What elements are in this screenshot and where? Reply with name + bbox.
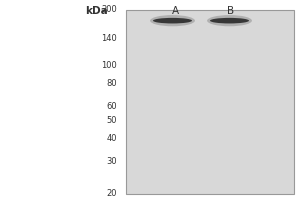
Ellipse shape xyxy=(207,15,252,26)
Text: kDa: kDa xyxy=(85,6,108,16)
Text: A: A xyxy=(172,6,179,16)
Text: 20: 20 xyxy=(106,190,117,198)
Text: 30: 30 xyxy=(106,157,117,166)
Text: 50: 50 xyxy=(106,116,117,125)
Bar xyxy=(126,10,294,194)
Ellipse shape xyxy=(210,18,249,23)
Text: 80: 80 xyxy=(106,79,117,88)
Text: 140: 140 xyxy=(101,34,117,43)
Text: 200: 200 xyxy=(101,5,117,15)
Ellipse shape xyxy=(150,15,195,26)
Text: 100: 100 xyxy=(101,61,117,70)
Text: 60: 60 xyxy=(106,102,117,111)
Text: 40: 40 xyxy=(106,134,117,143)
Text: B: B xyxy=(227,6,235,16)
Ellipse shape xyxy=(153,18,192,23)
